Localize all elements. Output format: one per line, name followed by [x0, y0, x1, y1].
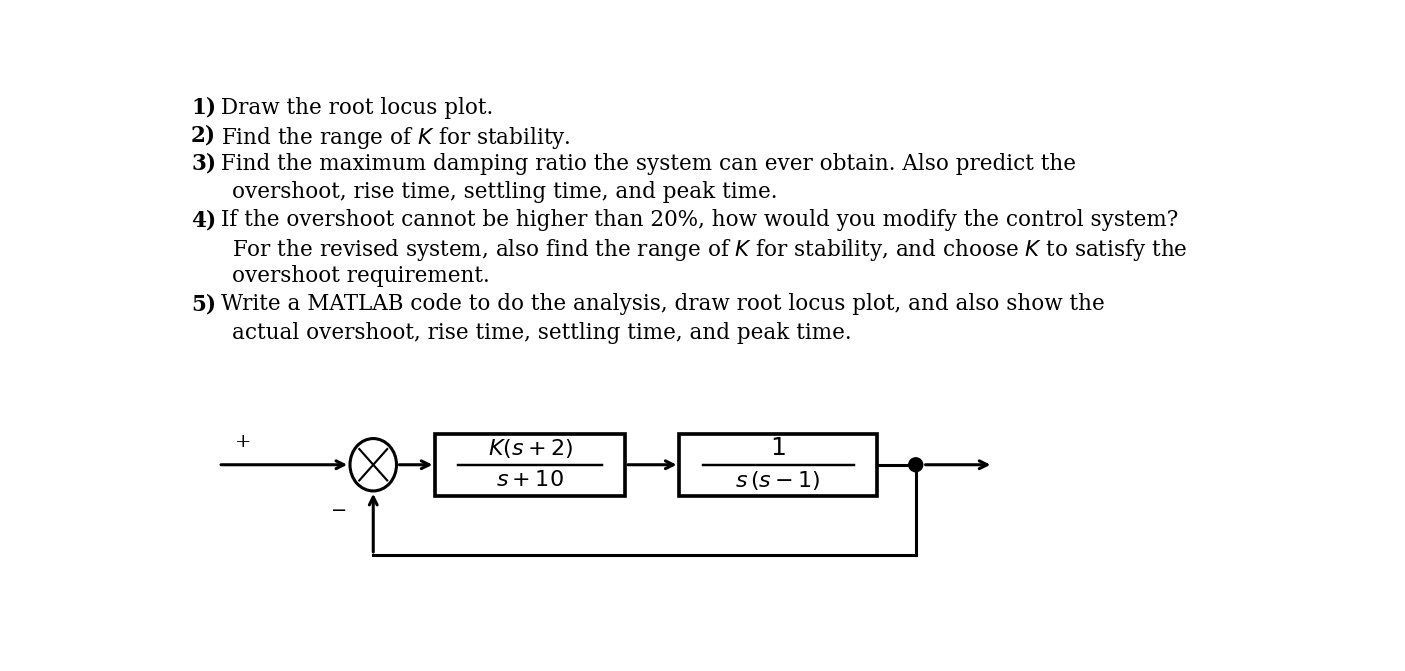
Text: +: +	[235, 433, 251, 451]
Bar	[436, 434, 625, 496]
Text: $1$: $1$	[770, 437, 785, 460]
Text: $s+10$: $s+10$	[496, 470, 563, 491]
Text: Write a MATLAB code to do the analysis, draw root locus plot, and also show the: Write a MATLAB code to do the analysis, …	[221, 293, 1104, 315]
Text: actual overshoot, rise time, settling time, and peak time.: actual overshoot, rise time, settling ti…	[232, 321, 851, 344]
Text: overshoot requirement.: overshoot requirement.	[232, 265, 490, 287]
Text: 3): 3)	[191, 153, 216, 175]
Text: For the revised system, also find the range of $K$ for stability, and choose $K$: For the revised system, also find the ra…	[232, 238, 1187, 263]
Text: $s\,(s-1)$: $s\,(s-1)$	[735, 470, 821, 493]
Text: $K(s+2)$: $K(s+2)$	[488, 437, 573, 460]
Text: Find the maximum damping ratio the system can ever obtain. Also predict the: Find the maximum damping ratio the syste…	[221, 153, 1076, 175]
Text: 1): 1)	[191, 97, 216, 119]
Text: overshoot, rise time, settling time, and peak time.: overshoot, rise time, settling time, and…	[232, 181, 778, 203]
Text: $-$: $-$	[330, 500, 346, 518]
Bar	[680, 434, 877, 496]
Text: 5): 5)	[191, 293, 216, 315]
Circle shape	[909, 458, 923, 472]
Text: 4): 4)	[191, 209, 216, 231]
Text: Draw the root locus plot.: Draw the root locus plot.	[221, 97, 493, 119]
Text: 2): 2)	[191, 125, 216, 147]
Text: If the overshoot cannot be higher than 20%, how would you modify the control sys: If the overshoot cannot be higher than 2…	[221, 209, 1177, 231]
Text: Find the range of $K$ for stability.: Find the range of $K$ for stability.	[221, 125, 570, 151]
